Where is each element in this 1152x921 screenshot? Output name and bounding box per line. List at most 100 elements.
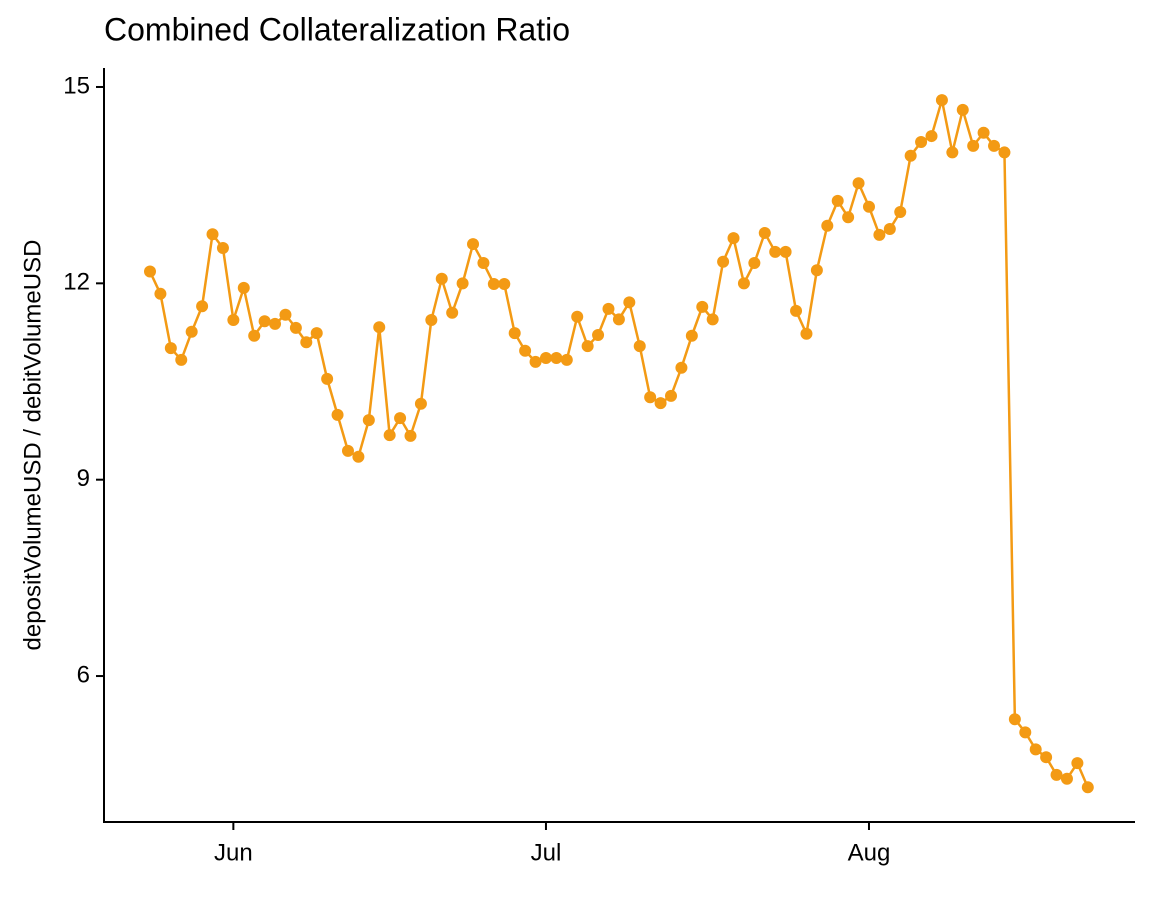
point [487,277,500,290]
point [154,287,167,300]
point [821,219,834,232]
point [758,226,771,239]
point [467,238,480,251]
y-tick-label: 15 [63,72,90,99]
point [967,139,980,152]
point [258,315,271,328]
point [1019,726,1032,739]
point [248,329,261,342]
point [852,177,865,190]
point [706,313,719,326]
point [404,429,417,442]
point [904,149,917,162]
point [352,450,365,463]
point [456,277,469,290]
y-tick-label: 9 [77,465,90,492]
point [935,94,948,107]
point [602,302,615,315]
point [373,321,386,334]
point [810,264,823,277]
point [592,329,605,342]
point [508,327,521,340]
point [331,408,344,421]
point [394,412,407,425]
y-axis-label: depositVolumeUSD / debitVolumeUSD [19,240,46,651]
point [623,296,636,309]
point [946,146,959,159]
point [144,265,156,278]
point [685,329,698,342]
point [550,351,563,364]
point [925,130,938,143]
point [831,194,844,207]
point [842,211,855,224]
point [998,146,1011,159]
point [696,300,709,313]
point [1029,743,1042,756]
x-tick-label: Aug [848,839,891,866]
point [1040,751,1053,764]
x-tick-label: Jul [531,839,562,866]
point [383,429,396,442]
point [612,313,625,326]
point [310,327,323,340]
point [237,281,250,294]
point [633,340,646,353]
point [883,223,896,236]
point [1008,713,1021,726]
chart-title: Combined Collateralization Ratio [104,11,570,47]
point [915,135,928,148]
point [769,245,782,258]
line [148,99,1089,788]
point [862,200,875,213]
point [279,308,292,321]
point [185,325,198,338]
point [446,306,459,319]
point [644,391,657,404]
point [425,313,438,326]
point [560,353,573,366]
point [675,361,688,374]
y-tick-label: 12 [63,269,90,296]
point [164,342,177,355]
point [894,205,907,218]
point [988,139,1001,152]
point [227,313,240,326]
x-tick-label: Jun [214,839,253,866]
point [300,336,313,349]
point [665,389,677,402]
point [477,257,490,270]
point [1071,757,1084,770]
point [529,355,542,368]
point [1050,768,1063,781]
y-tick-label: 6 [77,661,90,688]
point [748,257,761,270]
point [873,228,886,241]
point [435,272,448,285]
point [519,344,532,357]
point [414,397,427,410]
point [539,351,552,364]
point [654,397,667,410]
point [175,353,188,366]
point [206,228,219,241]
point [790,304,803,317]
point [977,126,990,139]
point [727,232,740,245]
point [779,245,792,258]
point [362,414,375,427]
point [571,310,584,323]
point [1060,772,1073,785]
point [581,340,594,353]
point [196,300,209,313]
point [956,103,969,116]
point [321,372,334,385]
point [216,241,229,254]
point [341,444,354,457]
point [800,327,813,340]
point [717,255,730,268]
point [1081,781,1094,794]
point [289,321,302,334]
point [498,277,511,290]
